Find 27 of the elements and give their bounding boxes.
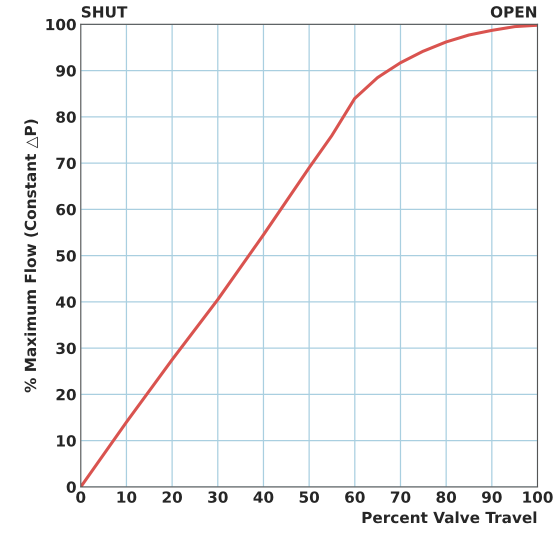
y-tick-label: 60 (56, 204, 76, 216)
text: SHUT (82, 6, 128, 18)
x-tick-label: 30 (208, 491, 228, 503)
y-tick-label: 40 (56, 296, 76, 308)
x-tick-label: 20 (162, 491, 182, 503)
x-axis-title: Percent Valve Travel (362, 511, 536, 524)
y-tick-label: 50 (56, 250, 76, 262)
x-tick-label: 50 (300, 491, 320, 503)
x-tick-label: 80 (436, 491, 456, 503)
x-tick-label: 10 (118, 491, 136, 503)
x-tick-label: 40 (254, 491, 274, 503)
line-series (80, 24, 538, 487)
y-tick-label: 0 (66, 481, 76, 493)
x-tick-label: 90 (482, 491, 502, 503)
x-tick-label: 100 (523, 491, 553, 503)
y-tick-label: 100 (46, 18, 76, 30)
y-tick-label: 20 (56, 388, 76, 400)
text: OPEN (490, 6, 536, 18)
y-tick-label: 80 (56, 111, 76, 123)
y-axis-title: % Maximum Flow (Constant △P) (24, 120, 38, 392)
y-tick-label: 30 (56, 342, 76, 354)
y-tick-label: 10 (57, 435, 76, 447)
y-tick-label: 70 (56, 158, 76, 170)
x-tick-label: 0 (76, 491, 86, 503)
y-tick-label: 90 (56, 65, 76, 77)
x-tick-label: 70 (390, 491, 410, 503)
x-tick-label: 60 (345, 491, 365, 503)
